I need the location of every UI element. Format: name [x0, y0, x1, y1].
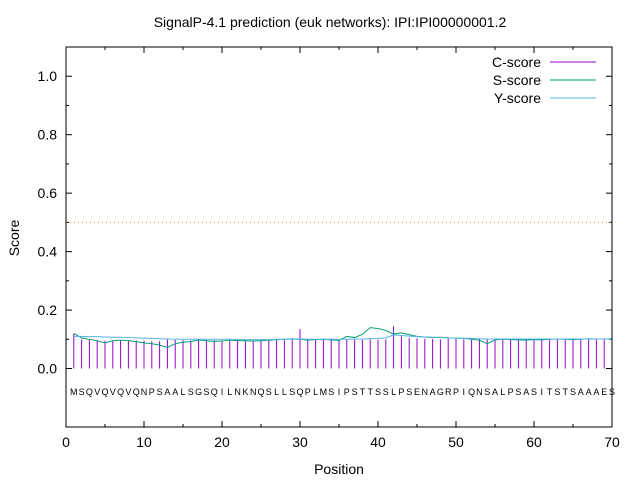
sequence-residue: T [562, 387, 568, 397]
sequence-residue: S [352, 387, 358, 397]
legend: C-score S-score Y-score [492, 54, 596, 106]
plot-frame [65, 46, 613, 428]
sequence-residue: K [242, 387, 248, 397]
sequence-residue: P [398, 387, 404, 397]
sequence-residue: S [406, 387, 412, 397]
sequence-residue: A [430, 387, 436, 397]
sequence-residue: G [195, 387, 202, 397]
x-tick-label: 0 [62, 434, 70, 450]
sequence-residue: N [250, 387, 257, 397]
plot-area: 0 10 20 30 40 50 60 700.00.20.40.60.81.0M S Q V Q V Q… [38, 47, 620, 450]
y-score-line [73, 334, 612, 341]
y-tick-label: 0.8 [38, 127, 58, 143]
sequence-residue: V [94, 387, 100, 397]
sequence-residue: S [188, 387, 194, 397]
sequence-residue: Q [117, 387, 124, 397]
x-tick-label: 60 [526, 434, 542, 450]
sequence-residue: V [125, 387, 131, 397]
sequence-residue: S [203, 387, 209, 397]
sequence-residue: S [515, 387, 521, 397]
sequence-residue: A [593, 387, 599, 397]
legend-label-c-score: C-score [492, 54, 541, 70]
s-score-line [73, 327, 613, 349]
sequence-residue: S [570, 387, 576, 397]
y-tick-label: 0.2 [38, 302, 58, 318]
legend-label-s-score: S-score [493, 72, 541, 88]
sequence-residue: Q [86, 387, 93, 397]
sequence-residue: S [484, 387, 490, 397]
sequence-residue: G [437, 387, 444, 397]
x-tick-label: 70 [604, 434, 620, 450]
sequence-residue: E [601, 387, 607, 397]
x-tick-label: 40 [370, 434, 386, 450]
sequence-residue: S [383, 387, 389, 397]
sequence-residue: A [164, 387, 170, 397]
sequence-residue: I [541, 387, 544, 397]
sequence-residue: T [360, 387, 366, 397]
sequence-residue: A [578, 387, 584, 397]
y-tick-label: 0.0 [38, 361, 58, 377]
sequence-residue: S [157, 387, 163, 397]
sequence-residue: Q [468, 387, 475, 397]
sequence-residue: Q [101, 387, 108, 397]
sequence-residue: L [274, 387, 279, 397]
y-tick-label: 1.0 [38, 68, 58, 84]
x-tick-label: 10 [136, 434, 152, 450]
sequence-residue: Q [211, 387, 218, 397]
sequence-residue: L [180, 387, 185, 397]
sequence-residue: I [221, 387, 224, 397]
sequence-residue: L [391, 387, 396, 397]
sequence-residue: I [338, 387, 341, 397]
sequence-residue: T [547, 387, 553, 397]
sequence-residue: S [328, 387, 334, 397]
y-tick-label: 0.4 [38, 244, 58, 260]
sequence-residue: V [110, 387, 116, 397]
sequence-residue: S [554, 387, 560, 397]
y-tick-label: 0.6 [38, 185, 58, 201]
sequence-residue: T [367, 387, 373, 397]
sequence-residue: Q [133, 387, 140, 397]
chart-title: SignalP-4.1 prediction (euk networks): I… [154, 14, 507, 30]
sequence-residue: M [320, 387, 328, 397]
x-tick-label: 20 [214, 434, 230, 450]
sequence-residue: L [227, 387, 232, 397]
x-axis-label: Position [314, 461, 364, 477]
sequence-residue: Q [257, 387, 264, 397]
sequence-residue: A [492, 387, 498, 397]
sequence-residue: S [79, 387, 85, 397]
sequence-residue: E [414, 387, 420, 397]
sequence-residue: P [149, 387, 155, 397]
sequence-residue: I [463, 387, 466, 397]
sequence-residue: N [234, 387, 241, 397]
sequence-residue: M [70, 387, 78, 397]
sequence-residue: N [422, 387, 429, 397]
x-tick-label: 50 [448, 434, 464, 450]
sequence-residue: P [453, 387, 459, 397]
sequence-residue: A [172, 387, 178, 397]
sequence-residue: S [289, 387, 295, 397]
sequence-residue: L [282, 387, 287, 397]
sequence-residue: P [508, 387, 514, 397]
sequence-residue: L [313, 387, 318, 397]
sequence-residue: R [445, 387, 452, 397]
sequence-residue: S [266, 387, 272, 397]
sequence-residue: Q [296, 387, 303, 397]
sequence-residue: P [305, 387, 311, 397]
sequence-residue: P [344, 387, 350, 397]
sequence-residue: N [476, 387, 483, 397]
sequence-residue: A [523, 387, 529, 397]
sequence-residue: L [500, 387, 505, 397]
y-axis-label: Score [6, 220, 22, 257]
legend-label-y-score: Y-score [494, 90, 541, 106]
sequence-residue: S [531, 387, 537, 397]
sequence-residue: N [141, 387, 148, 397]
sequence-residue: S [375, 387, 381, 397]
x-tick-label: 30 [292, 434, 308, 450]
sequence-residue: A [586, 387, 592, 397]
